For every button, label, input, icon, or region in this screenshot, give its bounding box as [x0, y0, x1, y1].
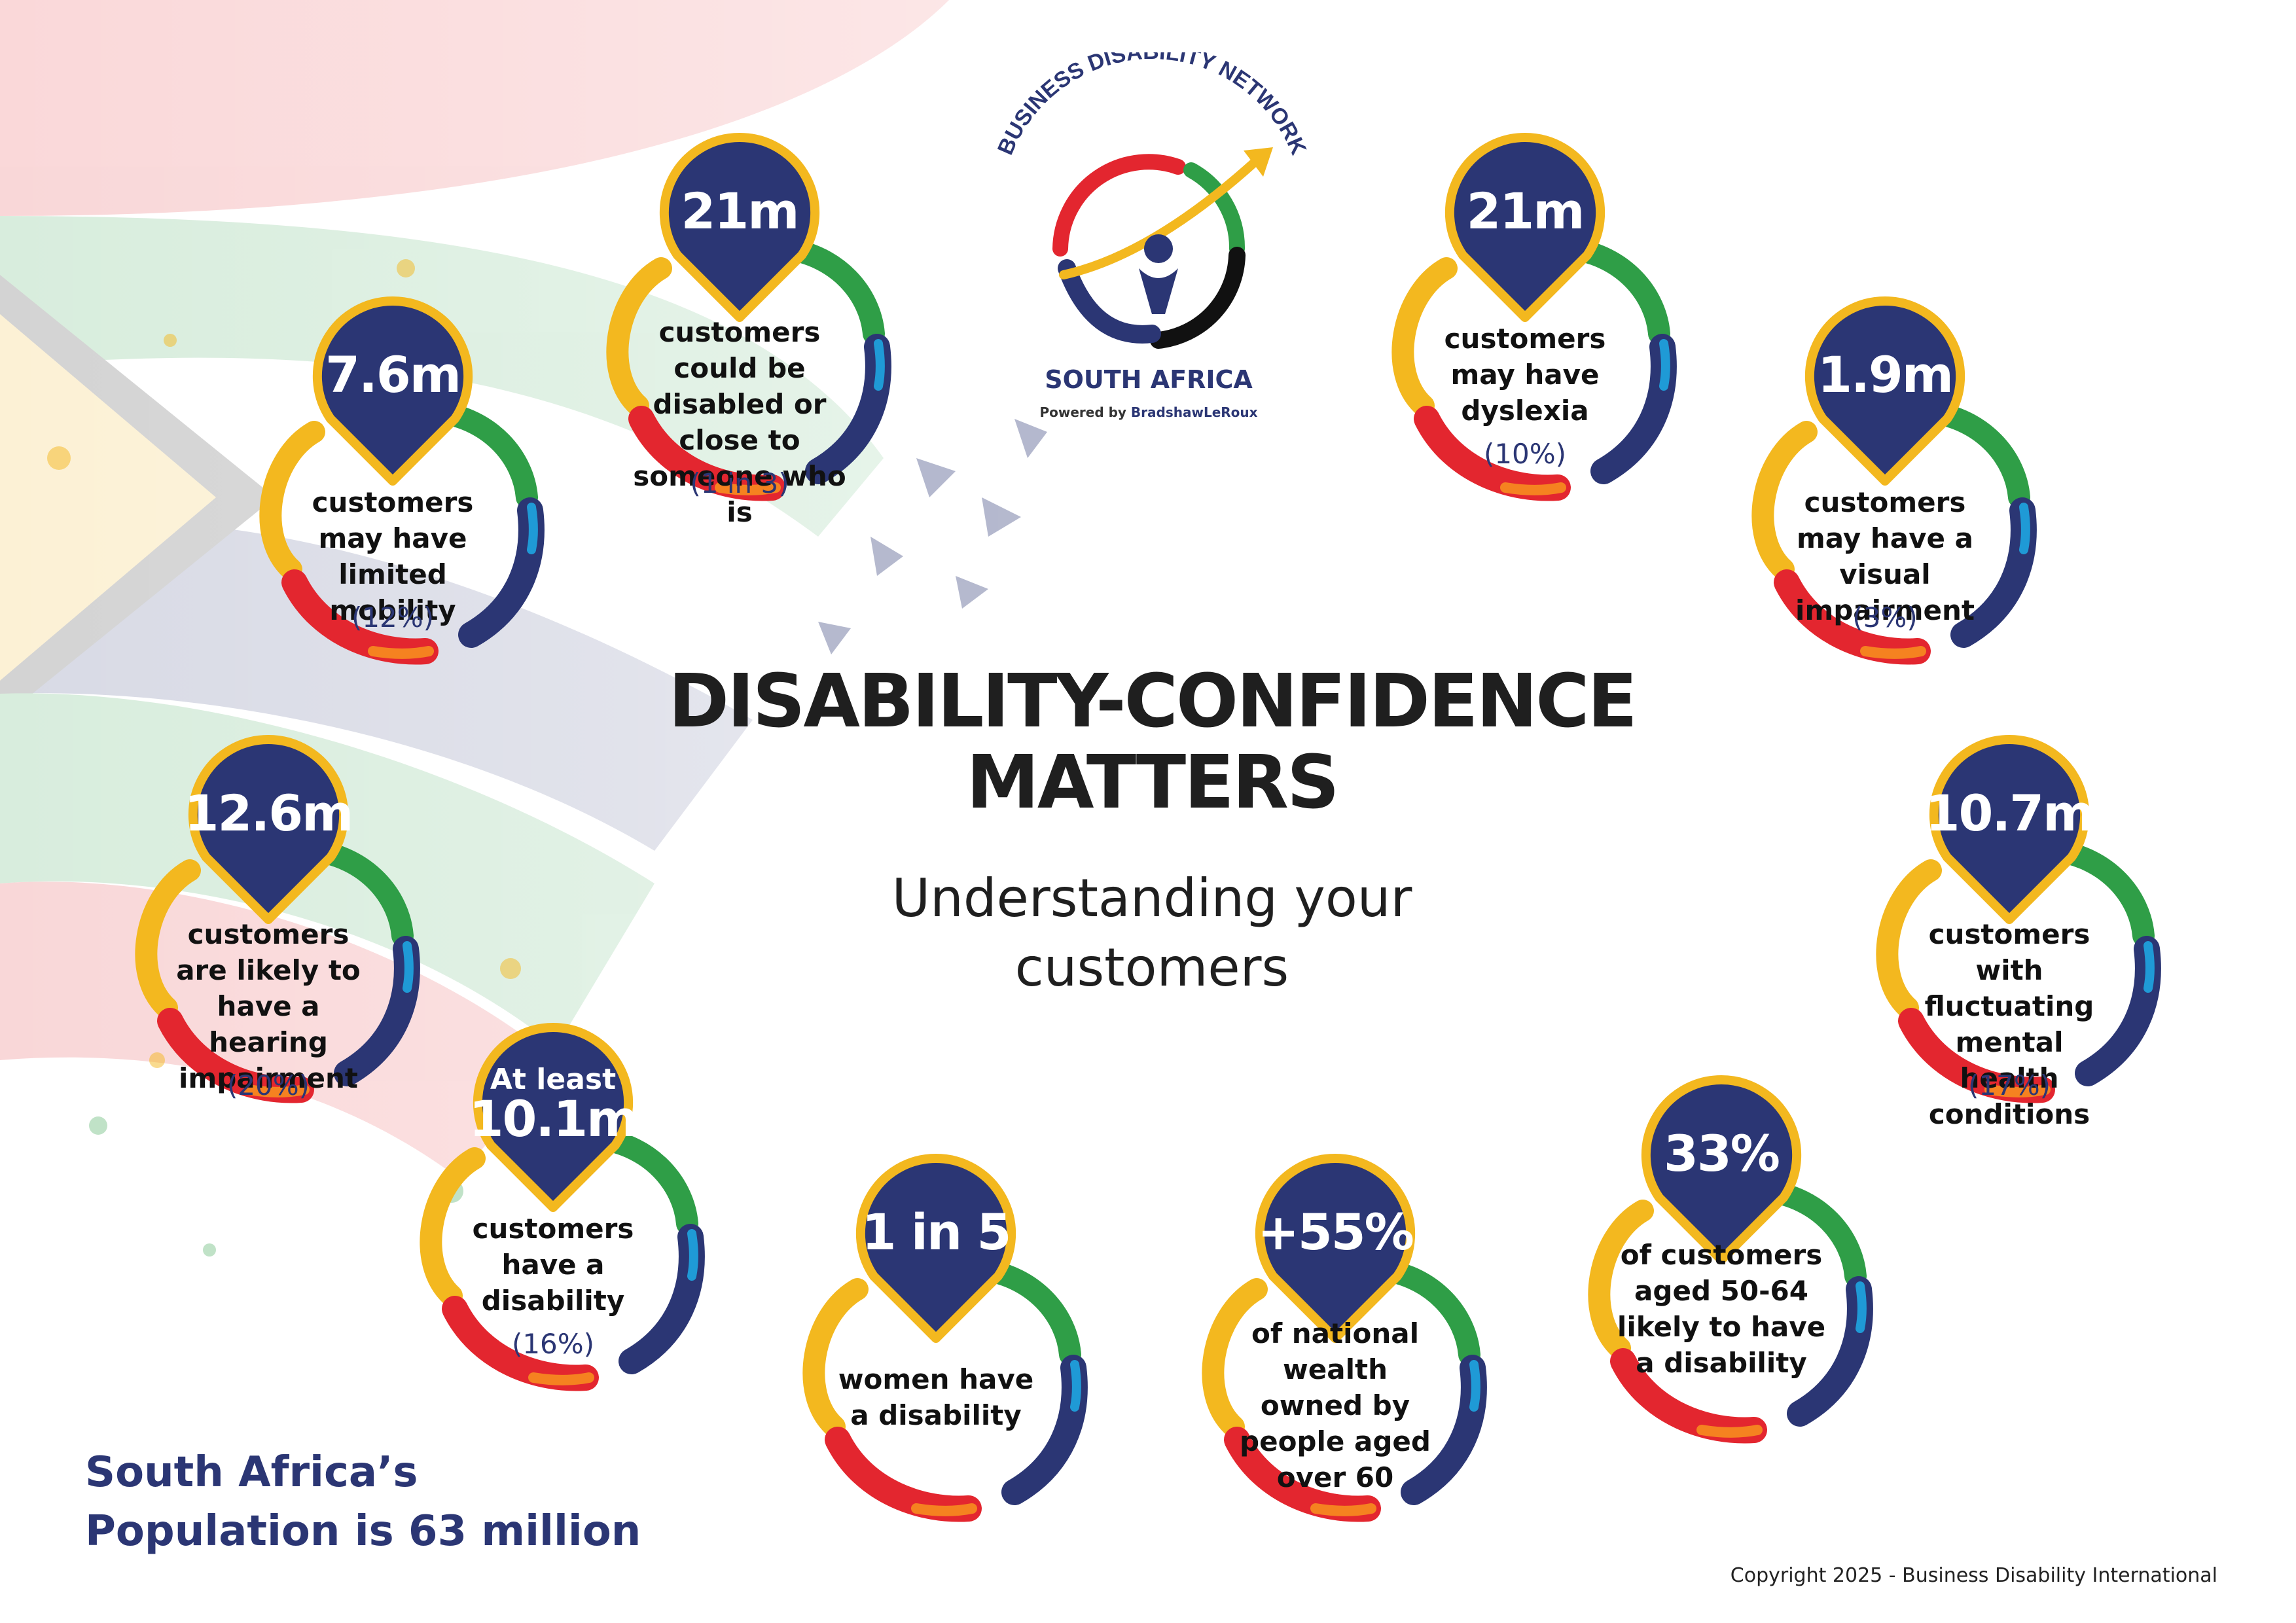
stat-percentage: (1 in 3): [690, 467, 789, 499]
stat-description: women have a disability: [838, 1363, 1034, 1431]
stat-value: +55%: [1244, 1207, 1427, 1257]
page-subtitle: Understanding your customers: [891, 868, 1412, 998]
logo-country: SOUTH AFRICA: [1045, 365, 1253, 394]
population-note: South Africa’s Population is 63 million: [85, 1448, 641, 1556]
logo-emblem-icon: BUSINESS DISABILITY NETWORK: [993, 52, 1311, 349]
badge-ring: [1751, 296, 2037, 665]
copyright: Copyright 2025 - Business Disability Int…: [1730, 1564, 2217, 1587]
stat-percentage: (3%): [1852, 601, 1918, 633]
stat-1-9m: 1.9m customers may have a visual impairme…: [1721, 288, 2049, 681]
badge-ring: [802, 1153, 1088, 1522]
stat-number: 10.7m: [1925, 784, 2095, 842]
logo-powered-by: Powered by BradshawLeRoux: [1039, 404, 1258, 420]
stat-number: 10.1m: [469, 1090, 639, 1148]
stat-number: 12.6m: [184, 784, 354, 842]
stat-value: 33%: [1630, 1129, 1813, 1179]
badge-ring: [135, 734, 420, 1103]
stat-description: customers have a disability: [472, 1213, 634, 1317]
stat-number: 33%: [1664, 1124, 1780, 1183]
stat-number: 7.6m: [325, 346, 461, 404]
stat-value: 21m: [648, 187, 831, 236]
stat-number: 21m: [681, 182, 800, 240]
stat-value: 12.6m: [177, 789, 360, 838]
stat-7-6m: 7.6m customers may have limited mobility(…: [229, 288, 556, 681]
stat-21m-dyslexia: 21m customers may have dyslexia (10%): [1361, 124, 1689, 517]
logo-brand: BradshawLeRoux: [1130, 404, 1258, 420]
stat-description: of customers aged 50-64 likely to have a…: [1617, 1239, 1826, 1379]
badge-ring: [1202, 1153, 1487, 1522]
stat-percentage: (10%): [1483, 438, 1567, 470]
business-disability-network-logo: BUSINESS DISABILITY NETWORK SOUTH AFRICA…: [962, 52, 1335, 445]
page-title: DISABILITY-CONFIDENCE MATTERS: [668, 659, 1638, 825]
badge-ring: [259, 296, 545, 665]
stat-10-7m: 10.7m customers with fluctuating mental h…: [1846, 726, 2173, 1130]
stat-value: 7.6m: [301, 350, 484, 400]
stat-description: customers may have limited mobility: [312, 486, 474, 626]
stat-value: 1.9m: [1793, 350, 1977, 400]
stat-description: customers may have a visual impairment: [1795, 486, 1975, 626]
stat-number: 21m: [1466, 182, 1585, 240]
badge-ring: [1876, 734, 2161, 1103]
stat-10-1m: At least 10.1m customers have a disability…: [389, 1014, 717, 1407]
stat-value: 10.7m: [1918, 789, 2101, 838]
stat-value: 1 in 5: [844, 1207, 1028, 1257]
stat-number: 1.9m: [1818, 346, 1954, 404]
stat-description: customers with fluctuating mental health…: [1924, 918, 2094, 1130]
stat-number: +55%: [1257, 1203, 1414, 1261]
stat-prefix: At least: [490, 1063, 617, 1096]
stat-33pct: 33% of customers aged 50-64 likely to hav…: [1558, 1067, 1885, 1459]
stat-percentage: (17%): [1967, 1069, 2051, 1101]
stat-12-6m: 12.6m customers are likely to have a hear…: [105, 726, 432, 1119]
badge-ring: [1391, 132, 1677, 501]
stat-percentage: (20%): [226, 1069, 310, 1101]
stat-55pct: +55% of national wealth owned by people a…: [1172, 1145, 1499, 1538]
badge-ring: [420, 1022, 705, 1391]
stat-1in5: 1 in 5 women have a disability: [772, 1145, 1100, 1538]
stat-percentage: (16%): [511, 1328, 595, 1360]
stat-value: 21m: [1433, 187, 1617, 236]
stat-21m-close: 21m customers could be disabled or close …: [576, 124, 903, 528]
stat-value: At least 10.1m: [461, 1065, 645, 1144]
badge-ring: [606, 132, 891, 501]
stat-percentage: (12%): [351, 601, 435, 633]
stat-number: 1 in 5: [861, 1203, 1012, 1261]
stat-description: customers could be disabled or close to …: [633, 316, 846, 528]
logo-arc-text: BUSINESS DISABILITY NETWORK: [993, 52, 1311, 159]
stat-description: customers are likely to have a hearing i…: [176, 918, 361, 1094]
stat-description: customers may have dyslexia: [1444, 323, 1606, 427]
stat-description: of national wealth owned by people aged …: [1240, 1317, 1431, 1493]
badge-ring: [1588, 1075, 1873, 1444]
